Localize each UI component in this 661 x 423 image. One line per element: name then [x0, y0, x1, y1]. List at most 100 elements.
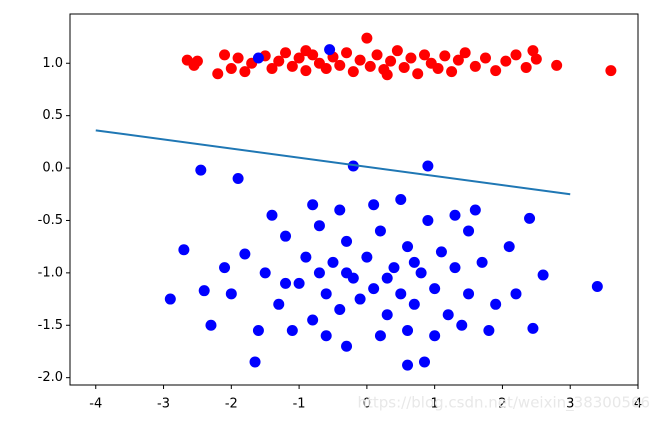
point	[293, 52, 305, 64]
point	[320, 62, 332, 74]
point	[432, 62, 444, 74]
point	[320, 288, 332, 300]
y-tick-label: -1.0	[38, 265, 63, 280]
point	[286, 60, 298, 72]
y-tick-label: 0.5	[42, 108, 63, 123]
point	[252, 52, 264, 64]
x-tick-label: -2	[225, 397, 238, 412]
point	[368, 283, 380, 295]
x-tick-label: 3	[566, 397, 574, 412]
point	[374, 225, 386, 237]
point	[479, 52, 491, 64]
point	[385, 55, 397, 67]
x-tick-label: 1	[431, 397, 439, 412]
point	[374, 330, 386, 342]
point	[205, 319, 217, 331]
x-tick-label: -4	[89, 397, 102, 412]
point	[341, 235, 353, 247]
point	[313, 267, 325, 279]
point	[324, 44, 336, 56]
point	[266, 62, 278, 74]
point	[510, 288, 522, 300]
point	[364, 60, 376, 72]
point	[347, 66, 359, 78]
point	[503, 241, 515, 253]
point	[520, 61, 532, 73]
point	[446, 66, 458, 78]
point	[402, 359, 414, 371]
point	[530, 53, 542, 65]
point	[422, 214, 434, 226]
point	[415, 267, 427, 279]
point	[191, 55, 203, 67]
point	[469, 204, 481, 216]
point	[334, 204, 346, 216]
point	[591, 280, 603, 292]
point	[307, 314, 319, 326]
point	[300, 45, 312, 57]
point	[368, 199, 380, 211]
point	[334, 59, 346, 71]
point	[463, 288, 475, 300]
point	[334, 304, 346, 316]
point	[313, 220, 325, 232]
point	[341, 47, 353, 59]
point	[449, 209, 461, 221]
point	[341, 267, 353, 279]
point	[483, 325, 495, 337]
point	[459, 47, 471, 59]
point	[286, 325, 298, 337]
point	[361, 251, 373, 263]
point	[361, 32, 373, 44]
point	[239, 66, 251, 78]
point	[402, 325, 414, 337]
point	[280, 277, 292, 289]
point	[381, 309, 393, 321]
y-tick-label: 1.0	[42, 56, 63, 71]
point	[456, 319, 468, 331]
point	[225, 62, 237, 74]
point	[452, 54, 464, 66]
x-tick-label: -3	[157, 397, 170, 412]
point	[354, 293, 366, 305]
point	[212, 68, 224, 80]
point	[442, 309, 454, 321]
point	[524, 212, 536, 224]
point	[476, 256, 488, 268]
point	[551, 59, 563, 71]
point	[293, 277, 305, 289]
y-tick-label: -2.0	[38, 370, 63, 385]
point	[195, 164, 207, 176]
point	[510, 49, 522, 61]
point	[527, 45, 539, 57]
point	[402, 241, 414, 253]
point	[449, 262, 461, 274]
y-tick-label: -1.5	[38, 318, 63, 333]
point	[164, 293, 176, 305]
point	[273, 298, 285, 310]
point	[395, 288, 407, 300]
point	[527, 322, 539, 334]
point	[354, 54, 366, 66]
point	[252, 325, 264, 337]
y-tick-label: -0.5	[38, 213, 63, 228]
point	[198, 285, 210, 297]
point	[307, 199, 319, 211]
point	[500, 55, 512, 67]
watermark: https://blog.csdn.net/weixin_38300566	[357, 394, 650, 413]
point	[422, 160, 434, 172]
point	[463, 225, 475, 237]
point	[219, 49, 231, 61]
point	[418, 49, 430, 61]
point	[412, 68, 424, 80]
point	[408, 298, 420, 310]
point	[341, 340, 353, 352]
point	[388, 262, 400, 274]
point	[259, 267, 271, 279]
point	[249, 356, 261, 368]
point	[381, 272, 393, 284]
x-tick-label: 0	[363, 397, 371, 412]
point	[280, 47, 292, 59]
point	[490, 298, 502, 310]
